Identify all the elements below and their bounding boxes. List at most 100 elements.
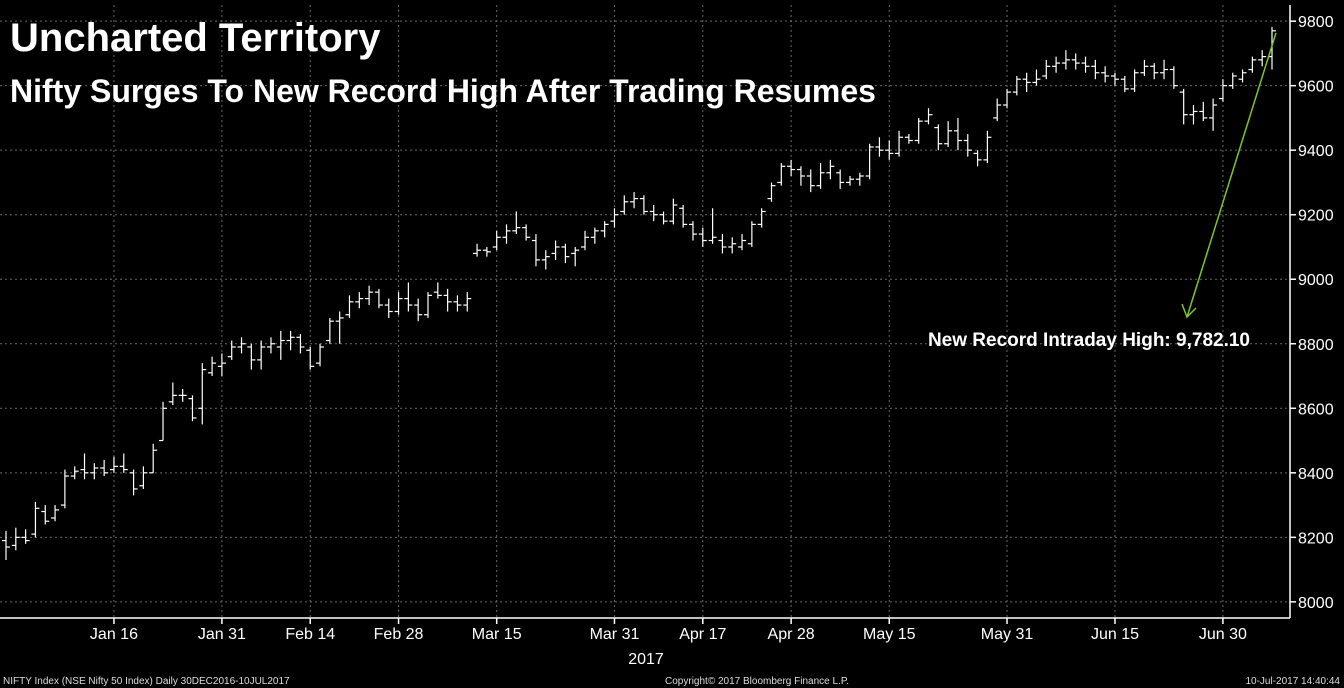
ohlc-bar bbox=[551, 240, 560, 260]
ohlc-bar bbox=[512, 211, 521, 235]
ohlc-bar bbox=[482, 246, 491, 257]
ohlc-bar bbox=[21, 529, 30, 544]
annotation-label: New Record Intraday High: 9,782.10 bbox=[928, 330, 1250, 351]
annotation: New Record Intraday High: 9,782.10 bbox=[928, 32, 1277, 351]
ohlc-bar bbox=[590, 227, 599, 244]
x-tick-label: Mar 15 bbox=[472, 626, 522, 643]
ohlc-bar bbox=[620, 195, 629, 215]
x-tick-label: Feb 28 bbox=[374, 626, 424, 643]
ohlc-bar bbox=[1140, 59, 1149, 76]
ohlc-bar bbox=[453, 295, 462, 312]
ohlc-bar bbox=[355, 292, 364, 309]
ohlc-bars bbox=[2, 26, 1276, 560]
ohlc-bar bbox=[257, 340, 266, 370]
ohlc-bar bbox=[777, 163, 786, 186]
ohlc-bar bbox=[610, 208, 619, 228]
ohlc-bar bbox=[1081, 56, 1090, 73]
ohlc-bar bbox=[1218, 79, 1227, 102]
ohlc-bar bbox=[394, 292, 403, 315]
ohlc-bar bbox=[109, 456, 118, 473]
y-tick-label: 9800 bbox=[1298, 14, 1334, 31]
ohlc-bar bbox=[188, 395, 197, 422]
ohlc-bar bbox=[757, 208, 766, 228]
x-tick-label: Mar 31 bbox=[590, 626, 640, 643]
ohlc-bar bbox=[119, 453, 128, 473]
ohlc-bar bbox=[1248, 56, 1257, 73]
ohlc-bar bbox=[70, 466, 79, 480]
ohlc-bar bbox=[924, 108, 933, 125]
y-tick-label: 8400 bbox=[1298, 466, 1334, 483]
ohlc-bar bbox=[1012, 75, 1021, 96]
ohlc-bar bbox=[600, 221, 609, 238]
ohlc-bar bbox=[885, 140, 894, 160]
ohlc-bar bbox=[855, 172, 864, 186]
y-tick-label: 8600 bbox=[1298, 401, 1334, 418]
ohlc-bar bbox=[1071, 53, 1080, 70]
ohlc-bar bbox=[325, 317, 334, 344]
ohlc-bar bbox=[208, 356, 217, 377]
x-tick-label: Jan 16 bbox=[90, 626, 138, 643]
ohlc-bar bbox=[571, 246, 580, 267]
ohlc-bar bbox=[100, 459, 109, 477]
x-tick-label: Jan 31 bbox=[198, 626, 246, 643]
x-tick-label: Apr 17 bbox=[679, 626, 726, 643]
ohlc-bar bbox=[806, 169, 815, 193]
ohlc-bar bbox=[365, 285, 374, 306]
ohlc-bar bbox=[688, 221, 697, 241]
x-tick-label: May 31 bbox=[981, 626, 1034, 643]
ohlc-bar bbox=[1179, 88, 1188, 125]
x-tick-labels: Jan 16 Jan 31 Feb 14 Feb 28 Mar 15 Mar 31 Apr … bbox=[90, 618, 1247, 643]
ohlc-bar bbox=[826, 159, 835, 180]
ohlc-bar bbox=[217, 353, 226, 377]
ohlc-bar bbox=[1268, 26, 1276, 70]
footer-left: NIFTY Index (NSE Nifty 50 Index) Daily 3… bbox=[3, 676, 290, 687]
ohlc-bar bbox=[846, 175, 854, 186]
axes bbox=[0, 5, 1291, 619]
ohlc-bar bbox=[581, 230, 590, 251]
ohlc-bar bbox=[443, 288, 452, 312]
ohlc-bar bbox=[993, 98, 1002, 122]
ohlc-bar bbox=[227, 340, 236, 360]
ohlc-bar bbox=[796, 166, 805, 186]
year-label: 2017 bbox=[628, 651, 664, 668]
ohlc-bar bbox=[1169, 66, 1178, 89]
ohlc-bar bbox=[659, 211, 668, 225]
y-tick-label: 9400 bbox=[1298, 143, 1334, 160]
y-tick-label: 8200 bbox=[1298, 530, 1334, 547]
x-tick-label: May 15 bbox=[863, 626, 916, 643]
ohlc-bar bbox=[1228, 72, 1237, 89]
ohlc-bar bbox=[60, 469, 69, 509]
ohlc-bar bbox=[1189, 105, 1198, 125]
ohlc-bar bbox=[11, 527, 20, 551]
x-tick-label: Jun 15 bbox=[1091, 626, 1139, 643]
ohlc-bar bbox=[139, 466, 148, 489]
ohlc-bar bbox=[630, 192, 639, 209]
x-tick-label: Apr 28 bbox=[768, 626, 815, 643]
ohlc-bar bbox=[531, 234, 540, 267]
ohlc-bar bbox=[178, 388, 187, 402]
ohlc-bar bbox=[934, 124, 943, 151]
ohlc-bar bbox=[875, 137, 884, 157]
ohlc-bar bbox=[1052, 56, 1061, 73]
ohlc-bar bbox=[1022, 72, 1031, 93]
y-tick-label: 8000 bbox=[1298, 595, 1334, 612]
ohlc-bar bbox=[276, 330, 285, 360]
footer-right: 10-Jul-2017 14:40:44 bbox=[1245, 676, 1340, 687]
ohlc-bar bbox=[424, 292, 432, 318]
ohlc-bar bbox=[1238, 69, 1247, 83]
ohlc-bar bbox=[2, 530, 10, 560]
ohlc-bar bbox=[502, 224, 511, 244]
ohlc-bar bbox=[718, 234, 727, 254]
ohlc-bar bbox=[679, 205, 688, 228]
ohlc-bar bbox=[1120, 75, 1129, 93]
ohlc-bar bbox=[1003, 88, 1012, 109]
ohlc-bar bbox=[129, 469, 138, 496]
ohlc-bar bbox=[541, 250, 550, 270]
ohlc-bar bbox=[1130, 69, 1139, 93]
ohlc-bar bbox=[1061, 50, 1070, 70]
ohlc-bar bbox=[561, 243, 570, 264]
ohlc-bar bbox=[914, 117, 923, 144]
ohlc-bar bbox=[335, 311, 344, 344]
